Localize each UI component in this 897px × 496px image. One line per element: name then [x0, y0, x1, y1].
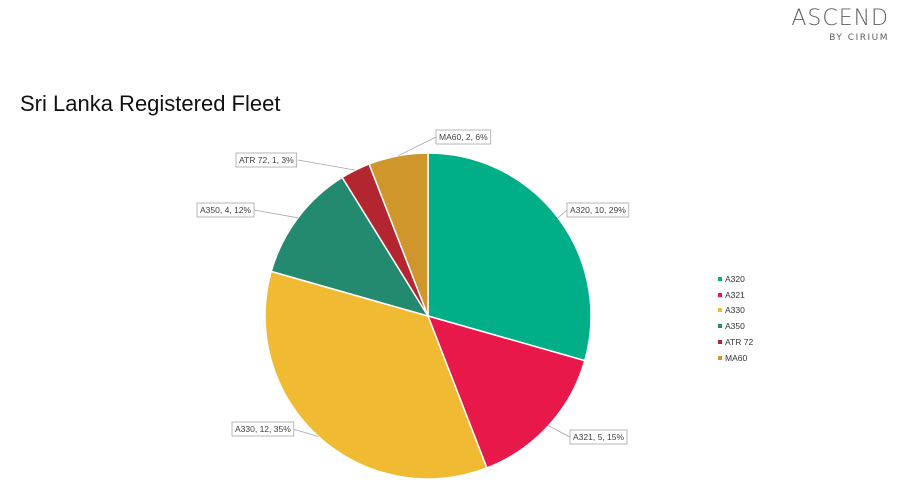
data-label-a350: A350, 4, 12% [196, 202, 255, 218]
legend-swatch-atr-72 [718, 340, 722, 345]
leader-line-a321 [548, 425, 571, 438]
data-label-text-atr-72: ATR 72, 1, 3% [239, 155, 294, 165]
data-label-atr-72: ATR 72, 1, 3% [235, 152, 298, 168]
legend-swatch-a321 [718, 292, 722, 297]
legend-label-ma60: MA60 [725, 352, 748, 363]
data-label-text-ma60: MA60, 2, 6% [439, 132, 488, 142]
data-label-a321: A321, 5, 15% [569, 429, 628, 445]
legend-label-a350: A350 [725, 321, 745, 332]
data-label-text-a330: A330, 12, 35% [235, 424, 291, 434]
legend-item-ma60: MA60 [718, 350, 753, 366]
legend-swatch-ma60 [718, 355, 722, 360]
data-label-a320: A320, 10, 29% [566, 202, 630, 218]
logo-main-text: ASCEND [791, 6, 889, 31]
data-label-box-a320 [566, 202, 630, 218]
pie-slice-a321 [426, 314, 586, 469]
legend-label-atr-72: ATR 72 [725, 337, 754, 348]
data-label-box-a330 [231, 421, 295, 437]
data-label-ma60: MA60, 2, 6% [435, 129, 492, 145]
data-label-text-a321: A321, 5, 15% [573, 432, 624, 442]
leader-line-ma60 [397, 136, 437, 157]
chart-legend: A320 A321 A330 A350 ATR 72 MA60 [718, 271, 753, 366]
legend-swatch-a320 [718, 276, 722, 281]
ascend-logo: ASCEND BY CIRIUM [791, 6, 889, 43]
legend-label-a320: A320 [725, 273, 745, 284]
legend-item-a350: A350 [718, 318, 753, 334]
legend-item-a320: A320 [718, 271, 753, 287]
chart-title: Sri Lanka Registered Fleet [20, 91, 281, 116]
legend-item-a321: A321 [718, 287, 753, 303]
legend-swatch-a350 [718, 324, 722, 329]
data-label-box-a350 [196, 202, 255, 218]
leader-line-a330 [292, 428, 319, 437]
data-label-box-a321 [569, 429, 628, 445]
data-label-box-ma60 [435, 129, 492, 145]
legend-label-a321: A321 [725, 289, 745, 300]
leader-line-atr-72 [297, 159, 356, 171]
logo-sub-text: BY CIRIUM [829, 33, 889, 43]
pie-slice-a320 [427, 152, 592, 362]
pie-slice-a350 [270, 176, 430, 318]
legend-item-a330: A330 [718, 303, 753, 319]
data-label-box-atr-72 [235, 152, 298, 168]
legend-swatch-a330 [718, 308, 722, 313]
leader-line-a320 [557, 209, 568, 219]
data-label-a330: A330, 12, 35% [231, 421, 295, 437]
legend-item-atr-72: ATR 72 [718, 334, 753, 350]
data-label-text-a320: A320, 10, 29% [570, 205, 626, 215]
leader-line-a350 [253, 209, 298, 219]
legend-label-a330: A330 [725, 305, 745, 316]
data-label-text-a350: A350, 4, 12% [200, 205, 251, 215]
